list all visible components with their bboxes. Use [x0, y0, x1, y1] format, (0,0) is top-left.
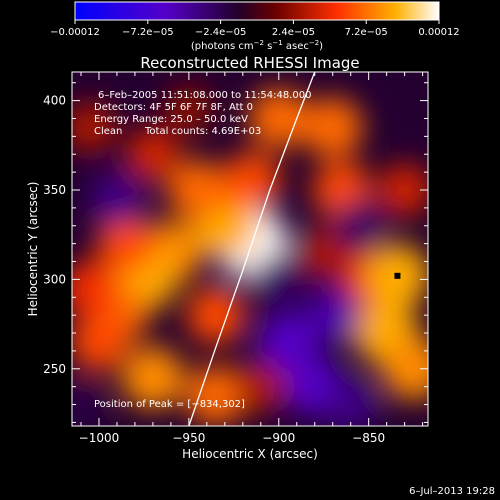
colorbar-tick-label: −2.4e−05 [195, 27, 247, 38]
y-tick-label: 350 [43, 183, 66, 197]
x-axis-label: Heliocentric X (arcsec) [182, 447, 318, 461]
field-blob [377, 163, 428, 217]
annotation-clean: Clean [94, 126, 122, 137]
field-blob [235, 361, 287, 413]
colorbar-ticks: −0.00012 −7.2e−05 −2.4e−05 2.4e−05 7.2e−05 0.… [50, 20, 460, 38]
x-tick-label: −950 [172, 431, 205, 445]
y-tick-label: 300 [43, 272, 66, 286]
y-tick-label: 400 [43, 94, 66, 108]
field-blob [126, 127, 180, 181]
field-blob [222, 152, 281, 211]
field-blob [302, 97, 363, 158]
annotation-energy-range: Energy Range: 25.0 – 50.0 keV [94, 114, 248, 125]
field-blob [186, 286, 245, 345]
axis-ticks: −1000 −950 −900 −850 250 300 350 400 [43, 72, 428, 445]
footer-timestamp: 6–Jul–2013 19:28 [409, 486, 495, 497]
field-blob [72, 312, 128, 371]
intensity-field [72, 85, 428, 426]
colorbar [74, 1, 440, 21]
field-blob [167, 159, 229, 221]
peak-position-label: Position of Peak = [−834,302] [94, 399, 245, 410]
y-axis-label: Heliocentric Y (arcsec) [26, 182, 40, 317]
annotation-total-counts: Total counts: 4.69E+03 [144, 126, 261, 137]
field-blob [382, 337, 428, 401]
colorbar-tick-label: −0.00012 [50, 27, 100, 38]
colorbar-unit-label: (photons cm−2 s−1 asec−2) [191, 39, 323, 52]
field-blob [72, 260, 118, 317]
field-blob [258, 312, 317, 371]
field-blob [72, 101, 116, 153]
peak-marker [394, 272, 401, 279]
field-blob [96, 214, 155, 273]
field-blob [164, 85, 214, 134]
chart-title: Reconstructed RHESSI Image [140, 54, 359, 72]
y-tick-label: 250 [43, 362, 66, 376]
x-tick-label: −1000 [79, 431, 120, 445]
field-blob [90, 172, 144, 226]
annotation-detectors: Detectors: 4F 5F 6F 7F 8F, Att 0 [94, 102, 253, 113]
field-blob [298, 227, 350, 279]
field-blob [304, 287, 361, 343]
field-blob [121, 346, 185, 410]
colorbar-tick-label: 0.00012 [418, 27, 459, 38]
colorbar-tick-label: 7.2e−05 [345, 27, 388, 38]
x-tick-label: −850 [352, 431, 385, 445]
colorbar-tick-label: 2.4e−05 [272, 27, 315, 38]
plot-frame [71, 71, 429, 427]
colorbar-tick-label: −7.2e−05 [122, 27, 174, 38]
x-tick-label: −900 [262, 431, 295, 445]
annotation-time-range: 6–Feb–2005 11:51:08.000 to 11:54:48.000 [98, 90, 311, 101]
field-blob [185, 365, 247, 426]
solar-limb-line [188, 72, 316, 426]
field-blob [334, 200, 386, 252]
peak-dot [394, 272, 401, 279]
field-blob [248, 88, 309, 149]
field-blob [253, 253, 305, 305]
field-blob [324, 377, 378, 426]
field-blob [72, 380, 106, 426]
